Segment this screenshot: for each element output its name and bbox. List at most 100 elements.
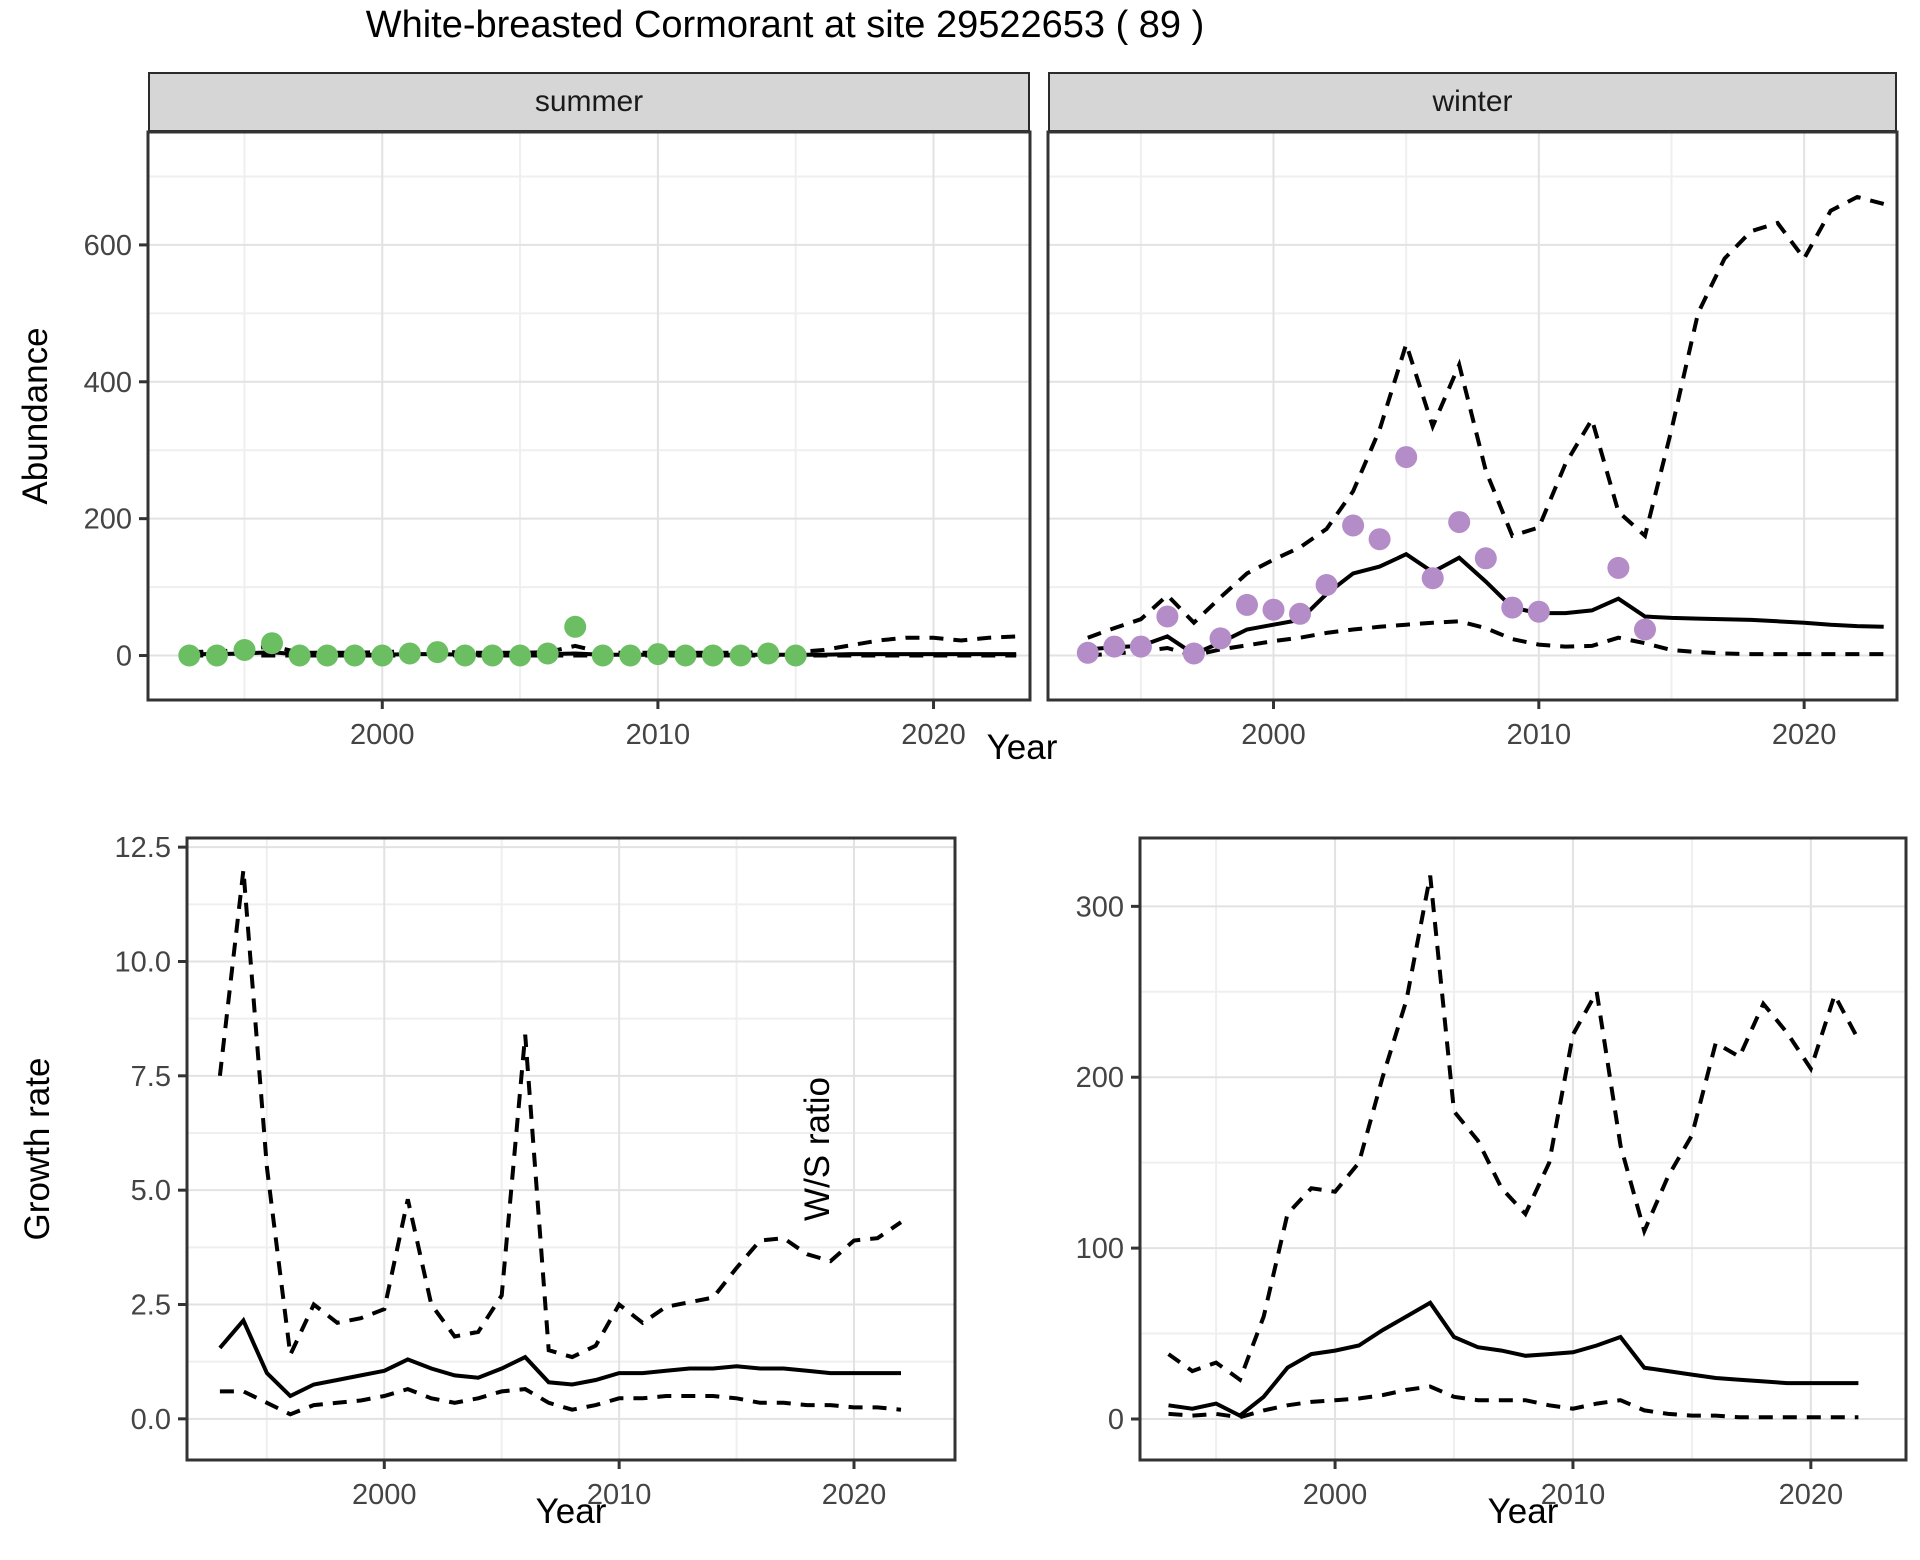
y-tick-label: 10.0	[115, 946, 171, 978]
y-tick-label: 0	[1108, 1404, 1124, 1436]
observed_counts-group	[178, 615, 807, 667]
data-point	[1527, 600, 1550, 623]
data-point	[1474, 547, 1497, 570]
median-line	[1168, 1300, 1859, 1418]
data-point	[316, 644, 339, 667]
x-axis-title-year-bottom-left: Year	[535, 1492, 607, 1531]
ws-ratio-chart: 2000 2010 2020 0 100 200 300	[1076, 836, 1908, 1511]
panel-border	[185, 836, 957, 1462]
data-point	[757, 642, 780, 665]
y-tick-label: 2.5	[131, 1290, 171, 1322]
x-tick-label: 2010	[626, 719, 691, 751]
data-point	[1607, 556, 1630, 579]
y-tick-label: 200	[1076, 1062, 1124, 1094]
x-tick-label: 2010	[1541, 1479, 1606, 1511]
data-point	[426, 641, 449, 664]
y-axis-title-abundance: Abundance	[16, 327, 55, 505]
axis-ticks: 2000 2010 2020	[1241, 700, 1836, 751]
panel-border	[1046, 130, 1899, 702]
data-point	[1236, 593, 1258, 616]
y-tick-label: 12.5	[115, 832, 171, 864]
data-point	[1315, 574, 1338, 596]
panel-border	[1138, 836, 1908, 1462]
lower_ci-line	[219, 1386, 902, 1417]
data-point	[619, 644, 642, 667]
data-point	[1262, 598, 1285, 621]
summer-abundance-chart: 2000 2010 2020 0 200 400 600	[84, 130, 1032, 751]
x-tick-label: 2010	[1507, 719, 1572, 751]
data-point	[1156, 605, 1179, 628]
facet-strip-summer: summer	[148, 72, 1030, 132]
y-axis-title-growth-rate: Growth rate	[18, 1057, 57, 1241]
axis-ticks: 2000 2010 2020 0.0 2.5 5.0 7.5 10.0 12.5	[115, 832, 887, 1511]
data-point	[481, 644, 504, 667]
data-point	[1368, 528, 1391, 551]
y-tick-label: 5.0	[131, 1175, 171, 1207]
data-point	[729, 644, 752, 667]
y-tick-label: 600	[84, 230, 132, 262]
data-point	[1209, 627, 1232, 650]
data-point	[1421, 567, 1444, 590]
x-tick-label: 2000	[1241, 719, 1306, 751]
x-tick-label: 2020	[822, 1479, 887, 1511]
gridlines	[148, 132, 1030, 700]
x-tick-label: 2000	[350, 719, 415, 751]
gridlines	[187, 838, 955, 1460]
data-point	[343, 644, 366, 667]
facet-strip-winter-label: winter	[1432, 85, 1513, 118]
facet-strip-summer-label: summer	[534, 85, 644, 118]
y-tick-label: 7.5	[131, 1061, 171, 1093]
y-tick-label: 0	[116, 641, 132, 673]
data-point	[646, 643, 669, 666]
facet-strip-winter: winter	[1048, 72, 1897, 132]
axis-ticks: 2000 2010 2020 0 200 400 600	[84, 230, 966, 751]
x-tick-label: 2010	[587, 1479, 652, 1511]
upper_ci-line	[1167, 875, 1861, 1383]
winter-abundance-chart: 2000 2010 2020	[1046, 130, 1899, 751]
data-point	[1076, 641, 1099, 664]
data-point	[1395, 446, 1418, 469]
data-point	[454, 644, 476, 667]
upper_ci-line	[217, 869, 903, 1362]
data-point	[784, 644, 807, 667]
data-point	[536, 642, 559, 665]
data-point	[178, 644, 201, 667]
data-point	[205, 644, 228, 667]
data-point	[1501, 596, 1524, 619]
x-tick-label: 2000	[1303, 1479, 1368, 1511]
data-point	[233, 639, 256, 661]
data-point	[1103, 635, 1126, 658]
y-axis-title-ws-ratio: W/S ratio	[798, 1077, 837, 1221]
median-line	[218, 1316, 901, 1399]
observed_counts-group	[1076, 446, 1656, 665]
data-point	[509, 644, 532, 667]
data-point	[1129, 635, 1152, 658]
x-tick-label: 2020	[1779, 1479, 1844, 1511]
data-point	[288, 644, 311, 667]
y-tick-label: 100	[1076, 1233, 1124, 1265]
data-point	[398, 642, 421, 665]
data-point	[674, 644, 697, 667]
growth-rate-chart: 2000 2010 2020 0.0 2.5 5.0 7.5 10.0 12.5	[115, 832, 957, 1511]
x-tick-label: 2020	[901, 719, 966, 751]
data-point	[564, 615, 587, 638]
data-point	[371, 644, 394, 667]
y-tick-label: 200	[84, 504, 132, 536]
data-point	[1634, 618, 1656, 641]
y-tick-label: 400	[84, 367, 132, 399]
data-point	[702, 644, 724, 667]
y-tick-label: 300	[1076, 891, 1124, 923]
lower_ci-line	[1087, 619, 1884, 658]
data-point	[1182, 642, 1205, 665]
x-tick-label: 2000	[352, 1479, 417, 1511]
x-axis-title-year-bottom-right: Year	[1487, 1492, 1559, 1531]
axis-ticks: 2000 2010 2020 0 100 200 300	[1076, 891, 1843, 1511]
x-axis-title-year-top: Year	[986, 728, 1058, 767]
x-tick-label: 2020	[1772, 719, 1837, 751]
data-point	[1289, 602, 1311, 625]
lower_ci-line	[1168, 1384, 1859, 1420]
data-point	[1448, 511, 1471, 534]
y-tick-label: 0.0	[131, 1404, 171, 1436]
plot-title: White-breasted Cormorant at site 2952265…	[365, 4, 1205, 46]
